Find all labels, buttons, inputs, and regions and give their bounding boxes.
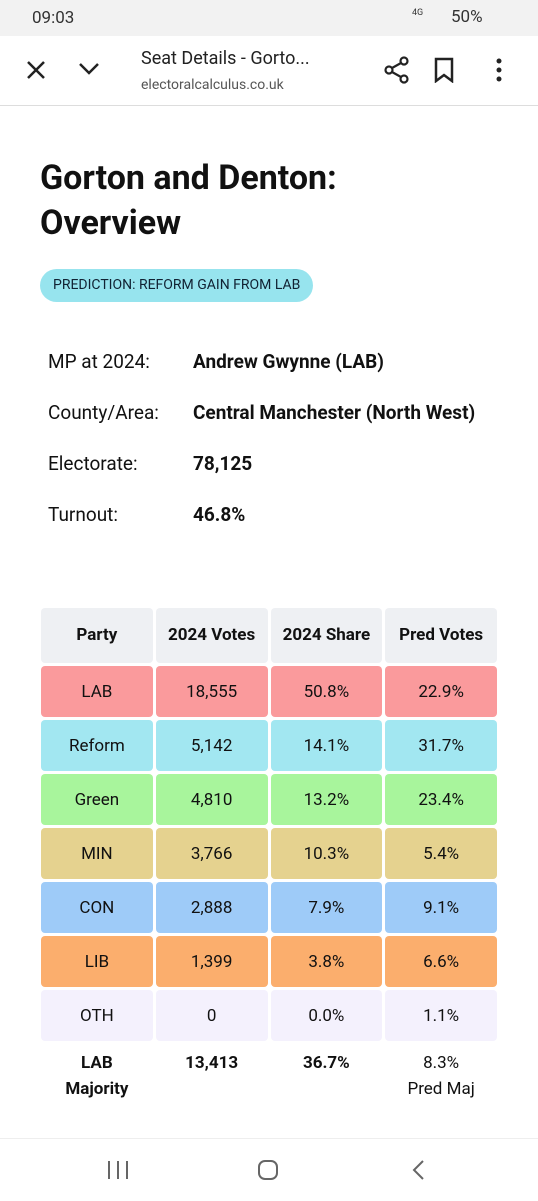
value-cell: 9.1% (385, 882, 497, 933)
header-cell: Pred Votes (385, 608, 497, 663)
info-row: MP at 2024: Andrew Gwynne (LAB) (48, 345, 488, 378)
majority-pred: 8.3% Pred Maj (385, 1044, 497, 1102)
pred-majority: 8.3% (423, 1053, 460, 1073)
party-row: MIN 3,766 10.3% 5.4% (41, 828, 497, 879)
party-row: LIB 1,399 3.8% 6.6% (41, 936, 497, 987)
status-time: 09:03 (32, 8, 75, 28)
header-cell: Party (41, 608, 153, 663)
close-button[interactable] (25, 59, 47, 81)
page-url: electoralcalculus.co.uk (141, 77, 284, 93)
header-cell: 2024 Share (270, 608, 383, 663)
browser-bar: Seat Details - Gorto... electoralcalculu… (0, 36, 538, 106)
value-cell: 0 (155, 990, 268, 1041)
info-label: Turnout: (48, 503, 118, 526)
info-label: County/Area: (48, 401, 159, 424)
battery-level: 50% (451, 7, 483, 27)
majority-row: LAB Majority 13,413 36.7% 8.3% Pred Maj (41, 1044, 497, 1102)
value-cell: 23.4% (385, 774, 497, 825)
value-cell: 7.9% (270, 882, 383, 933)
party-cell: LIB (41, 936, 153, 987)
info-label: Electorate: (48, 452, 138, 475)
majority-share: 36.7% (302, 1053, 350, 1073)
value-cell: 18,555 (155, 666, 268, 717)
info-value: 46.8% (193, 503, 246, 526)
header-cell: 2024 Votes (155, 608, 268, 663)
value-cell: 13.2% (270, 774, 383, 825)
party-row: LAB 18,555 50.8% 22.9% (41, 666, 497, 717)
party-cell: Reform (41, 720, 153, 771)
party-cell: MIN (41, 828, 153, 879)
value-cell: 0.0% (270, 990, 383, 1041)
info-row: Turnout: 46.8% (48, 498, 488, 531)
results-table: Party 2024 Votes 2024 Share Pred Votes LAB 18… (38, 605, 500, 1105)
collapse-button[interactable] (77, 60, 101, 78)
value-cell: 5.4% (385, 828, 497, 879)
info-value: 78,125 (193, 452, 253, 475)
back-button[interactable] (410, 1159, 426, 1181)
value-cell: 31.7% (385, 720, 497, 771)
bookmark-button[interactable] (433, 57, 455, 83)
seat-info: MP at 2024: Andrew Gwynne (LAB) County/Are… (48, 345, 488, 549)
party-cell: Green (41, 774, 153, 825)
recent-apps-button[interactable] (106, 1160, 130, 1180)
party-row: Reform 5,142 14.1% 31.7% (41, 720, 497, 771)
nav-bar (0, 1138, 538, 1201)
info-value: Central Manchester (North West) (193, 401, 476, 424)
pred-majority-label: Pred Maj (407, 1079, 475, 1099)
info-label: MP at 2024: (48, 350, 150, 373)
value-cell: 50.8% (270, 666, 383, 717)
prediction-badge: PREDICTION: REFORM GAIN FROM LAB (40, 269, 314, 302)
party-cell: CON (41, 882, 153, 933)
network-type: 4G (412, 8, 424, 18)
home-button[interactable] (257, 1159, 279, 1181)
value-cell: 4,810 (155, 774, 268, 825)
menu-button[interactable] (494, 57, 504, 83)
value-cell: 10.3% (270, 828, 383, 879)
info-value: Andrew Gwynne (LAB) (193, 350, 384, 373)
party-row: CON 2,888 7.9% 9.1% (41, 882, 497, 933)
value-cell: 1,399 (155, 936, 268, 987)
heading: Gorton and Denton: Overview (40, 158, 337, 243)
party-cell: LAB (41, 666, 153, 717)
share-button[interactable] (383, 56, 411, 84)
value-cell: 22.9% (385, 666, 497, 717)
value-cell: 14.1% (270, 720, 383, 771)
party-cell: OTH (41, 990, 153, 1041)
value-cell: 3.8% (270, 936, 383, 987)
value-cell: 5,142 (155, 720, 268, 771)
info-row: County/Area: Central Manchester (North We… (48, 396, 488, 429)
value-cell: 6.6% (385, 936, 497, 987)
majority-label: LAB Majority (65, 1053, 129, 1099)
header-row: Party 2024 Votes 2024 Share Pred Votes (41, 608, 497, 663)
value-cell: 1.1% (385, 990, 497, 1041)
value-cell: 2,888 (155, 882, 268, 933)
party-row: Green 4,810 13.2% 23.4% (41, 774, 497, 825)
page-title: Seat Details - Gorto... (141, 48, 310, 69)
value-cell: 3,766 (155, 828, 268, 879)
status-bar: 09:03 4G 50% (0, 0, 538, 36)
party-row: OTH 0 0.0% 1.1% (41, 990, 497, 1041)
info-row: Electorate: 78,125 (48, 447, 488, 480)
majority-votes: 13,413 (185, 1053, 239, 1073)
